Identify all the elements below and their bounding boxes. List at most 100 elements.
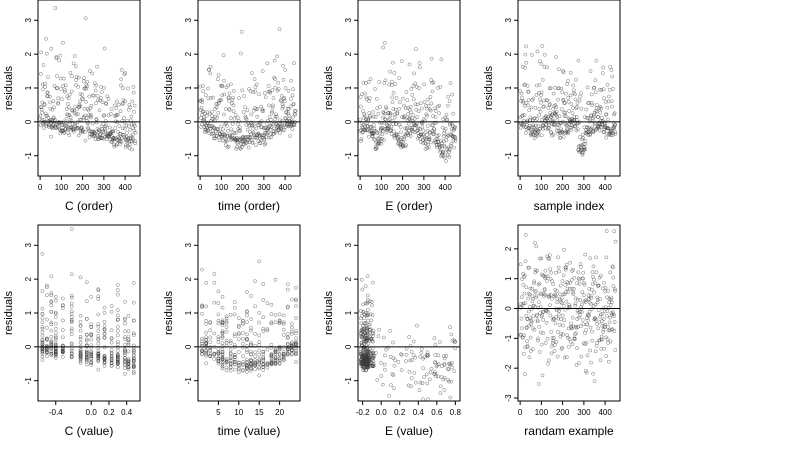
data-point bbox=[235, 141, 240, 145]
data-point bbox=[265, 363, 270, 367]
data-point bbox=[397, 100, 402, 105]
data-point bbox=[360, 92, 364, 97]
data-point bbox=[368, 77, 373, 82]
data-point bbox=[526, 90, 530, 94]
data-point bbox=[600, 115, 604, 120]
data-point bbox=[603, 285, 608, 290]
data-point bbox=[402, 114, 407, 118]
data-point bbox=[204, 322, 209, 326]
data-point bbox=[212, 353, 217, 357]
data-point bbox=[241, 318, 245, 323]
data-point bbox=[447, 154, 452, 159]
data-point bbox=[49, 303, 54, 308]
data-point bbox=[253, 367, 257, 372]
data-point bbox=[221, 112, 226, 117]
data-point bbox=[227, 98, 231, 103]
data-point bbox=[287, 123, 291, 127]
data-point bbox=[602, 309, 607, 313]
data-point bbox=[390, 95, 395, 100]
data-point bbox=[371, 354, 376, 358]
data-point bbox=[574, 331, 578, 336]
data-point bbox=[599, 346, 604, 351]
data-point bbox=[534, 93, 539, 97]
data-point bbox=[559, 346, 564, 351]
data-point bbox=[563, 307, 567, 312]
data-point bbox=[257, 373, 262, 378]
data-point bbox=[523, 259, 528, 264]
data-point bbox=[131, 365, 136, 370]
data-point bbox=[213, 136, 217, 141]
data-point bbox=[248, 130, 252, 134]
x-tick-label: 0.8 bbox=[450, 408, 462, 417]
data-point bbox=[594, 270, 599, 275]
data-point bbox=[126, 362, 131, 367]
data-point bbox=[200, 341, 204, 346]
y-tick-label: 3 bbox=[24, 18, 33, 23]
data-point bbox=[48, 100, 52, 105]
data-point bbox=[409, 87, 414, 91]
data-point bbox=[72, 108, 77, 113]
data-point bbox=[590, 125, 594, 130]
data-point bbox=[53, 298, 58, 303]
data-point bbox=[254, 107, 258, 112]
data-point bbox=[556, 312, 561, 317]
data-point bbox=[42, 103, 47, 107]
data-point bbox=[589, 307, 594, 312]
data-point bbox=[209, 95, 213, 100]
x-tick-label: 400 bbox=[598, 183, 612, 192]
data-point bbox=[240, 88, 245, 93]
data-point bbox=[373, 87, 377, 91]
points-group bbox=[38, 6, 138, 152]
data-point bbox=[610, 310, 615, 314]
data-point bbox=[583, 252, 588, 257]
data-point bbox=[229, 82, 233, 87]
data-point bbox=[365, 326, 369, 331]
data-point bbox=[563, 101, 567, 105]
data-point bbox=[392, 133, 396, 138]
data-point bbox=[277, 312, 282, 317]
data-point bbox=[53, 326, 58, 331]
data-point bbox=[592, 277, 596, 282]
data-point bbox=[227, 107, 232, 111]
data-point bbox=[528, 349, 533, 353]
data-point bbox=[452, 338, 457, 343]
data-point bbox=[594, 317, 598, 322]
data-point bbox=[84, 348, 89, 353]
data-point bbox=[407, 62, 412, 67]
data-point bbox=[265, 365, 270, 370]
data-point bbox=[561, 292, 566, 297]
data-point bbox=[416, 109, 421, 114]
data-point bbox=[293, 112, 298, 117]
data-point bbox=[82, 106, 87, 111]
data-point bbox=[445, 132, 450, 137]
data-point bbox=[51, 99, 56, 104]
data-point bbox=[121, 133, 126, 137]
data-point bbox=[40, 333, 45, 338]
data-point bbox=[558, 292, 562, 297]
x-tick-label: 0 bbox=[518, 183, 523, 192]
data-point bbox=[524, 314, 528, 318]
data-point bbox=[531, 123, 535, 128]
data-point bbox=[51, 123, 55, 127]
data-point bbox=[419, 347, 424, 351]
data-point bbox=[219, 83, 224, 88]
data-point bbox=[594, 343, 599, 348]
data-point bbox=[404, 90, 409, 94]
data-point bbox=[88, 106, 93, 111]
data-point bbox=[581, 270, 586, 275]
data-point bbox=[406, 112, 411, 116]
data-point bbox=[376, 334, 381, 339]
data-point bbox=[216, 111, 221, 115]
data-point bbox=[45, 354, 49, 359]
data-point bbox=[227, 91, 232, 96]
data-point bbox=[294, 316, 298, 320]
data-point bbox=[433, 115, 438, 119]
data-point bbox=[422, 100, 427, 104]
data-point bbox=[228, 356, 233, 361]
data-point bbox=[245, 357, 249, 362]
y-tick-label: 0 bbox=[504, 306, 513, 311]
data-point bbox=[45, 336, 49, 341]
data-point bbox=[261, 326, 266, 331]
data-point bbox=[115, 342, 120, 347]
x-tick-label: 100 bbox=[535, 183, 549, 192]
